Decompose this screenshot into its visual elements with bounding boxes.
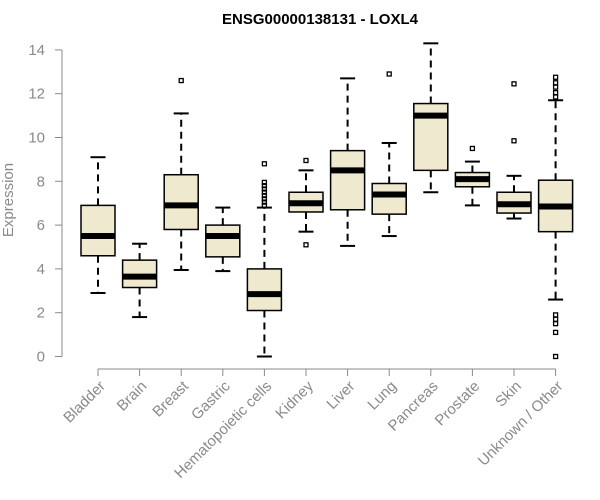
outlier-point bbox=[552, 74, 559, 80]
outlier-point bbox=[261, 189, 268, 195]
iqr-box bbox=[163, 173, 199, 231]
outlier-point bbox=[552, 329, 559, 336]
box-group bbox=[454, 145, 491, 207]
x-tick-label: Breast bbox=[149, 377, 192, 420]
outlier-point bbox=[261, 179, 268, 186]
boxes bbox=[80, 42, 574, 360]
outlier-point bbox=[261, 199, 268, 205]
box-group bbox=[371, 71, 407, 238]
outlier-point bbox=[386, 71, 392, 77]
box-group bbox=[329, 77, 366, 247]
y-tick-label: 8 bbox=[37, 173, 45, 190]
outlier-point bbox=[261, 186, 268, 192]
y-tick-label: 10 bbox=[28, 130, 45, 147]
x-tick-label: Bladder bbox=[60, 378, 109, 427]
outlier-point bbox=[552, 312, 559, 318]
x-tick-label: Brain bbox=[114, 378, 151, 415]
outlier-point bbox=[552, 316, 559, 322]
box-group bbox=[205, 206, 241, 273]
y-ticks: 0 2 4 6 8 10 12 14 bbox=[28, 42, 62, 366]
outlier-point bbox=[178, 77, 184, 84]
outlier-point bbox=[261, 161, 268, 167]
y-tick-label: 4 bbox=[37, 261, 45, 278]
outlier-point bbox=[303, 242, 309, 248]
outlier-point bbox=[261, 196, 268, 202]
outlier-point bbox=[511, 81, 517, 87]
iqr-box bbox=[246, 268, 283, 312]
outlier-point bbox=[552, 89, 559, 96]
box-group bbox=[413, 42, 449, 194]
x-tick-label: Lung bbox=[364, 378, 400, 414]
box-group bbox=[288, 157, 324, 248]
chart-title: ENSG00000138131 - LOXL4 bbox=[222, 11, 419, 28]
iqr-box bbox=[80, 204, 116, 257]
y-axis-label: Expression bbox=[0, 163, 17, 237]
x-tick-label: Prostate bbox=[432, 378, 484, 430]
y-tick-label: 12 bbox=[28, 86, 45, 103]
outlier-point bbox=[552, 80, 559, 86]
box-group bbox=[80, 156, 116, 294]
box-group bbox=[163, 77, 199, 271]
outlier-point bbox=[511, 138, 517, 144]
outlier-point bbox=[552, 94, 559, 100]
y-tick-label: 2 bbox=[37, 305, 45, 322]
iqr-box bbox=[371, 182, 407, 215]
box-group bbox=[537, 74, 574, 360]
outlier-point bbox=[303, 157, 309, 164]
x-tick-label: Kidney bbox=[272, 377, 317, 422]
box-group bbox=[246, 161, 283, 358]
y-tick-label: 6 bbox=[37, 217, 45, 234]
outlier-point bbox=[469, 145, 476, 152]
x-tick-label: Liver bbox=[323, 378, 358, 413]
outlier-point bbox=[261, 202, 268, 209]
box-group bbox=[496, 81, 532, 220]
iqr-box bbox=[205, 224, 241, 258]
y-tick-label: 14 bbox=[28, 42, 45, 59]
y-tick-label: 0 bbox=[37, 349, 45, 366]
outlier-point bbox=[552, 353, 559, 360]
outlier-point bbox=[261, 192, 268, 199]
x-tick-label: Skin bbox=[492, 378, 525, 411]
iqr-box bbox=[329, 149, 366, 211]
box-group bbox=[121, 242, 158, 319]
outlier-point bbox=[552, 84, 559, 90]
outlier-point bbox=[552, 320, 559, 327]
outlier-point bbox=[261, 183, 268, 189]
